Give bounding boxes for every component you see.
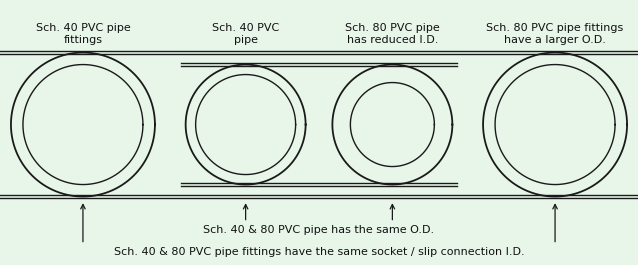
Text: Sch. 80 PVC pipe fittings
have a larger O.D.: Sch. 80 PVC pipe fittings have a larger … [486, 23, 624, 45]
Text: Sch. 80 PVC pipe
has reduced I.D.: Sch. 80 PVC pipe has reduced I.D. [345, 23, 440, 45]
Text: Sch. 40 PVC pipe
fittings: Sch. 40 PVC pipe fittings [36, 23, 130, 45]
Text: Sch. 40 & 80 PVC pipe fittings have the same socket / slip connection I.D.: Sch. 40 & 80 PVC pipe fittings have the … [114, 246, 524, 257]
Text: Sch. 40 PVC
pipe: Sch. 40 PVC pipe [212, 23, 279, 45]
Text: Sch. 40 & 80 PVC pipe has the same O.D.: Sch. 40 & 80 PVC pipe has the same O.D. [204, 224, 434, 235]
